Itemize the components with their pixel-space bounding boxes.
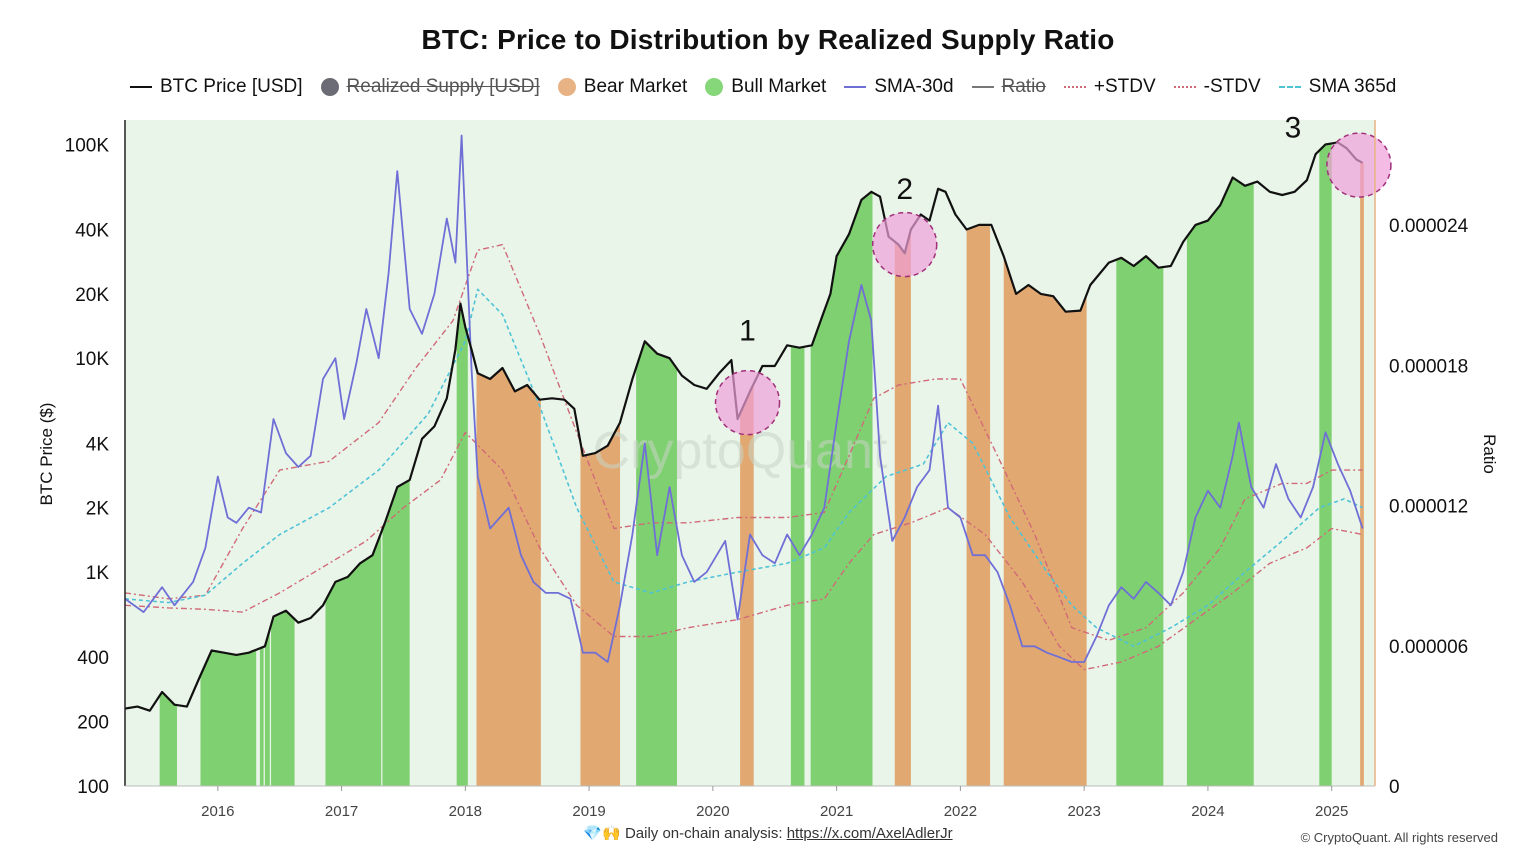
bull-band <box>1116 256 1164 786</box>
legend-swatch <box>971 86 994 88</box>
y-right-tick-label: 0.000006 <box>1389 637 1468 658</box>
bull-band <box>259 646 264 786</box>
legend-label: Ratio <box>1001 76 1046 97</box>
legend-label: Bull Market <box>731 76 827 97</box>
y-left-axis-title: BTC Price ($) <box>37 403 56 506</box>
bear-band <box>476 368 541 786</box>
bear-band <box>1360 161 1364 786</box>
bull-band <box>271 610 295 786</box>
legend-swatch <box>705 78 724 96</box>
bear-band <box>1003 256 1087 786</box>
series--stdv <box>125 243 1363 641</box>
annotation-label: 1 <box>739 314 756 347</box>
series--stdv <box>125 431 1363 671</box>
annotation-label: 2 <box>896 173 913 206</box>
footer-icons: 💎🙌 <box>583 825 621 842</box>
x-tick-label: 2022 <box>944 803 977 820</box>
annotation-circle <box>871 211 938 278</box>
y-left-tick-label: 10K <box>75 349 109 370</box>
footer: 💎🙌 Daily on-chain analysis: https://x.co… <box>0 824 1536 842</box>
bull-band <box>456 312 468 786</box>
bear-band <box>894 229 911 786</box>
series-sma-30d <box>125 134 1364 663</box>
series-sma-365d <box>125 288 1363 648</box>
annotation-circle <box>1326 132 1392 198</box>
x-tick-label: 2017 <box>325 803 358 820</box>
legend-item[interactable]: Realized Supply [USD] <box>320 76 540 98</box>
copyright: © CryptoQuant. All rights reserved <box>1300 830 1498 845</box>
legend-label: BTC Price [USD] <box>160 76 303 97</box>
footer-text: Daily on-chain analysis: <box>624 825 787 842</box>
y-right-tick-label: 0.000012 <box>1389 497 1468 518</box>
legend-item[interactable]: -STDV <box>1173 76 1261 98</box>
x-tick-label: 2021 <box>820 803 853 820</box>
x-tick-label: 2019 <box>572 803 605 820</box>
y-left-tick-label: 100 <box>77 777 109 798</box>
legend-swatch <box>1173 86 1196 88</box>
x-tick-label: 2016 <box>201 803 234 820</box>
x-tick-label: 2018 <box>449 803 482 820</box>
legend-label: SMA 365d <box>1308 76 1397 97</box>
legend-swatch <box>1063 86 1086 88</box>
y-right-tick-label: 0 <box>1389 777 1400 798</box>
bull-band <box>810 192 873 786</box>
legend-item[interactable]: Bear Market <box>557 76 688 98</box>
y-left-tick-label: 40K <box>75 220 109 241</box>
bull-band <box>382 479 410 786</box>
x-tick-label: 2025 <box>1315 803 1348 820</box>
bull-band <box>790 346 805 786</box>
bear-band <box>580 422 621 786</box>
legend-item[interactable]: Ratio <box>971 76 1046 98</box>
legend-item[interactable]: SMA 365d <box>1278 76 1397 98</box>
y-left-tick-label: 1K <box>86 563 110 584</box>
legend-label: -STDV <box>1203 76 1261 97</box>
y-left-tick-label: 400 <box>77 648 109 669</box>
legend-swatch <box>1278 86 1301 88</box>
legend-swatch <box>130 86 152 88</box>
legend-label: Realized Supply [USD] <box>346 76 540 97</box>
annotation-circle <box>714 369 781 436</box>
y-right-axis-title: Ratio <box>1480 434 1499 474</box>
bull-band <box>636 341 677 786</box>
legend-item[interactable]: BTC Price [USD] <box>130 76 303 98</box>
legend-swatch <box>320 78 339 96</box>
y-left-tick-label: 200 <box>77 713 109 734</box>
y-right-tick-label: 0.000018 <box>1389 356 1468 377</box>
bull-band <box>159 692 177 786</box>
bear-band <box>966 224 991 786</box>
y-left-tick-label: 2K <box>86 499 110 520</box>
x-tick-label: 2024 <box>1191 803 1224 820</box>
legend-item[interactable]: +STDV <box>1063 76 1156 98</box>
bull-band <box>1319 143 1332 786</box>
legend-swatch <box>557 78 576 96</box>
bull-band <box>264 629 270 786</box>
x-tick-label: 2020 <box>696 803 729 820</box>
bear-band <box>740 383 754 786</box>
x-tick-label: 2023 <box>1067 803 1100 820</box>
bull-band <box>325 532 382 786</box>
legend-label: +STDV <box>1093 76 1156 97</box>
y-left-tick-label: 4K <box>86 434 110 455</box>
legend-item[interactable]: SMA-30d <box>844 76 954 98</box>
y-left-tick-label: 100K <box>65 135 110 156</box>
y-right-tick-label: 0.000024 <box>1389 216 1469 237</box>
footer-link[interactable]: https://x.com/AxelAdlerJr <box>786 825 953 842</box>
legend-item[interactable]: Bull Market <box>705 76 826 98</box>
annotation-label: 3 <box>1285 111 1302 144</box>
y-left-tick-label: 20K <box>75 285 109 306</box>
bull-band <box>1186 177 1254 786</box>
legend-swatch <box>844 86 867 88</box>
legend: BTC Price [USD] Realized Supply [USD] Bear… <box>130 74 1396 100</box>
chart-title: BTC: Price to Distribution by Realized S… <box>421 24 1115 55</box>
bull-band <box>200 649 257 786</box>
legend-label: SMA-30d <box>874 76 954 97</box>
legend-label: Bear Market <box>583 76 688 97</box>
